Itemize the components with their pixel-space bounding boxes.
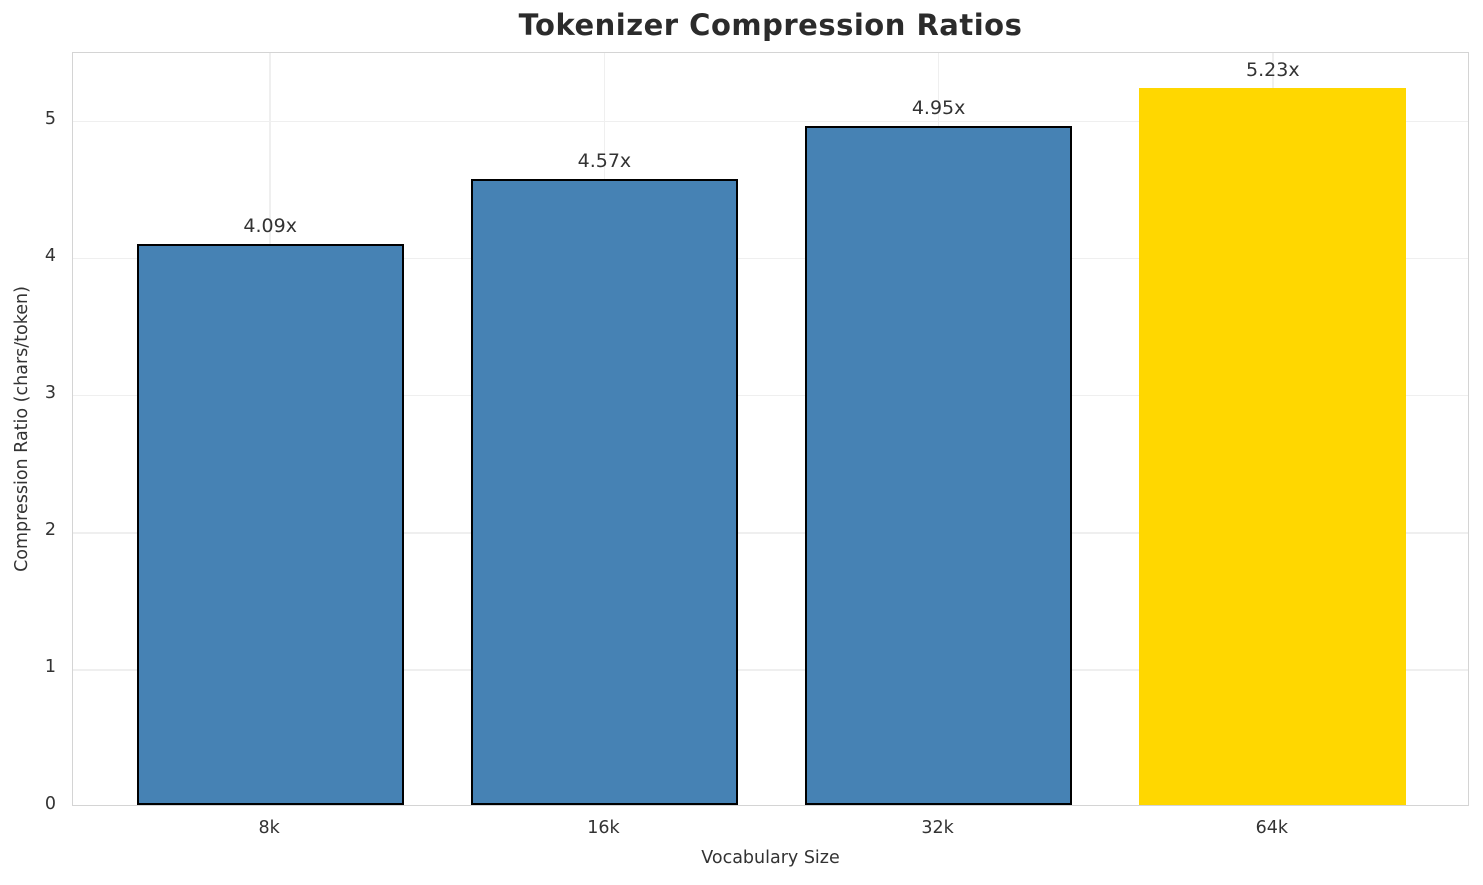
y-tick-label: 2	[44, 519, 56, 540]
x-tick-label: 32k	[921, 818, 954, 838]
y-tick-label: 5	[44, 108, 56, 129]
h-gridline	[73, 120, 1468, 123]
y-tick-label: 0	[44, 794, 56, 814]
y-tick-label: 1	[44, 656, 56, 677]
bar-value-label: 5.23x	[1246, 59, 1300, 82]
bar-value-label: 4.95x	[911, 97, 966, 120]
bar-32k	[804, 126, 1073, 805]
bar-16k	[470, 178, 739, 805]
x-axis-label: Vocabulary Size	[701, 848, 840, 868]
h-gridline	[73, 532, 1468, 534]
bar-value-label: 4.57x	[577, 149, 632, 172]
bar-8k	[136, 244, 404, 805]
plot-area: 4.09x 4.57x 4.95x 5.23x	[72, 52, 1469, 806]
x-tick-label: 16k	[587, 818, 620, 838]
bar-value-label: 4.09x	[243, 215, 297, 238]
y-tick-label: 4	[44, 245, 56, 266]
y-tick-label: 3	[44, 382, 56, 403]
bar-64k	[1139, 88, 1407, 805]
chart-title: Tokenizer Compression Ratios	[518, 8, 1023, 42]
h-gridline	[73, 257, 1468, 260]
x-tick-label: 8k	[258, 818, 280, 838]
h-gridline	[73, 394, 1468, 397]
h-gridline	[73, 669, 1468, 671]
x-tick-label: 64k	[1255, 818, 1289, 838]
